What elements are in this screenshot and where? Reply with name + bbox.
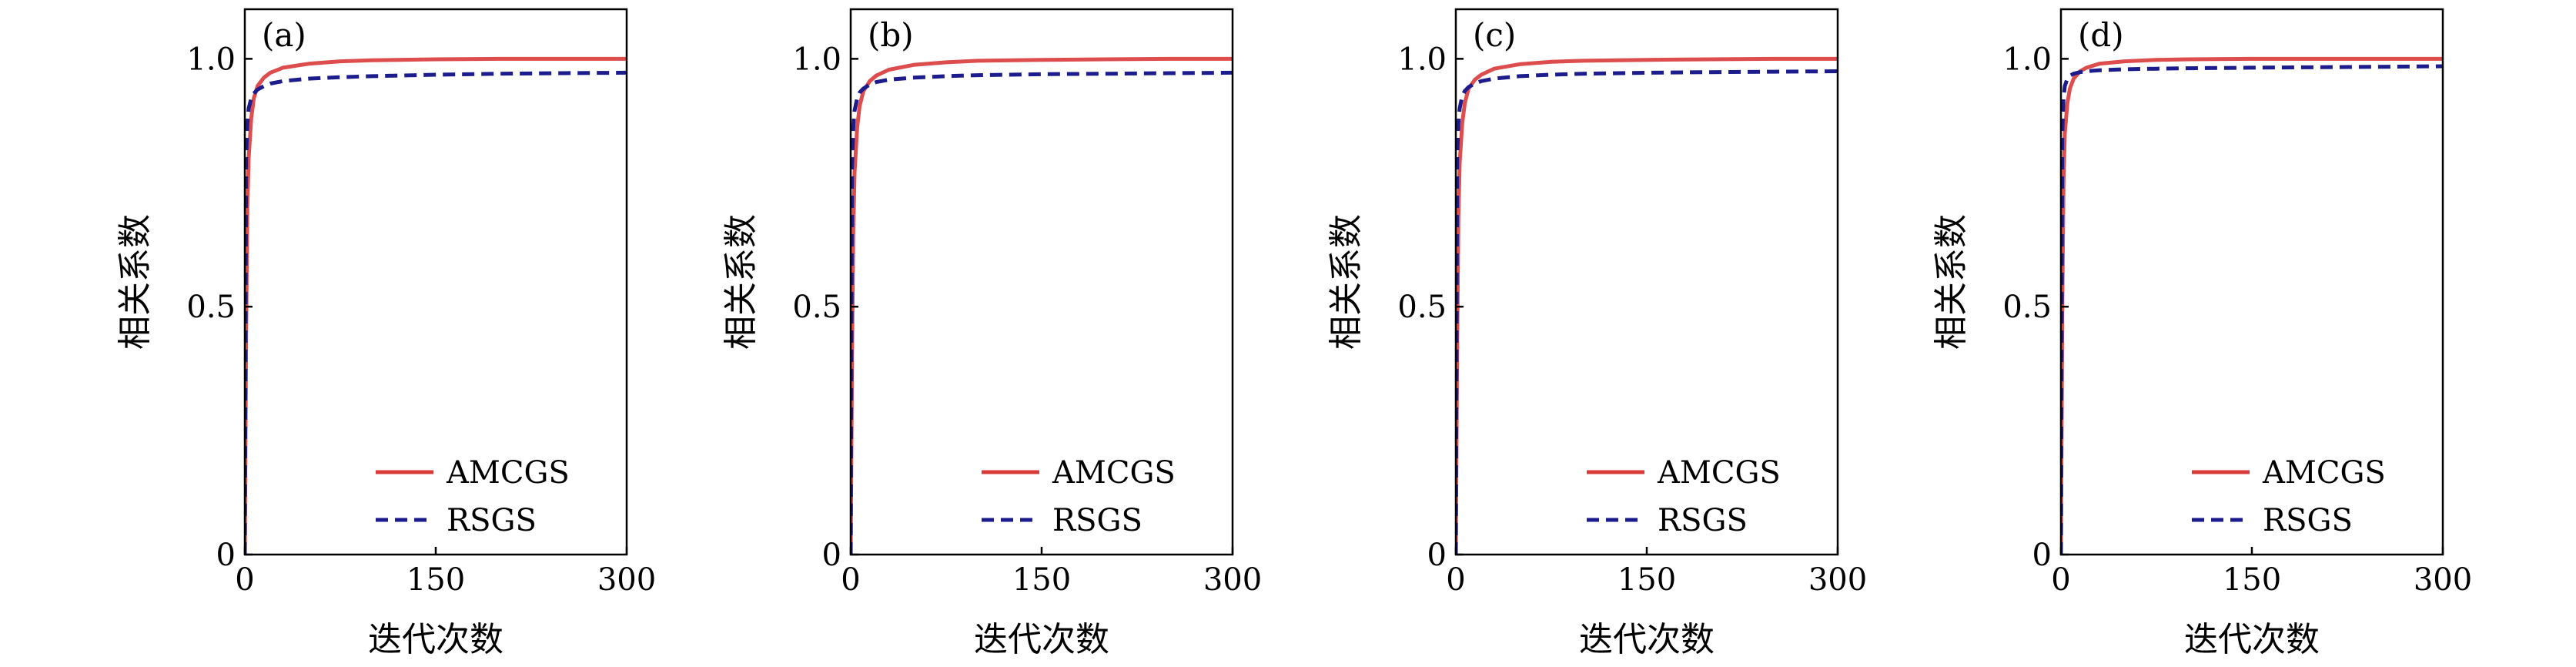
series-line-rsgs: [1456, 69, 1838, 555]
y-axis-label: 相关系数: [1326, 214, 1366, 350]
y-axis-label: 相关系数: [115, 214, 155, 350]
x-tick-label: 150: [406, 562, 465, 598]
series-line-rsgs: [851, 70, 1233, 555]
y-tick-label: 0: [2032, 538, 2052, 573]
panel-label: (a): [262, 16, 306, 54]
y-axis-label: 相关系数: [721, 214, 761, 350]
legend-label-rsgs: RSGS: [1658, 503, 1748, 538]
x-tick-label: 0: [1446, 562, 1465, 598]
x-tick-label: 0: [2051, 562, 2070, 598]
series-line-rsgs: [2061, 64, 2443, 555]
chart-panel-1: 0 150 300 0 0.5 1.0 迭代次数 相关系数 (a) AMCGS RSGS: [115, 8, 656, 659]
y-tick-label: 1.0: [792, 42, 841, 77]
panel-label: (c): [1473, 16, 1516, 54]
x-tick-label: 300: [2414, 562, 2472, 598]
series-line-rsgs: [245, 70, 627, 555]
panel-label: (b): [868, 16, 914, 54]
legend-label-amcgs: AMCGS: [446, 455, 570, 491]
y-tick-label: 0.5: [2002, 290, 2052, 325]
x-tick-label: 300: [1203, 562, 1262, 598]
legend-label-rsgs: RSGS: [1052, 503, 1142, 538]
legend-label-rsgs: RSGS: [447, 503, 537, 538]
legend-label-amcgs: AMCGS: [2262, 455, 2386, 491]
series-line-amcgs: [851, 56, 1233, 555]
legend-label-amcgs: AMCGS: [1052, 455, 1176, 491]
series-line-amcgs: [245, 56, 627, 555]
x-tick-label: 0: [235, 562, 254, 598]
x-axis-label: 迭代次数: [1579, 620, 1715, 659]
x-tick-label: 150: [2223, 562, 2281, 598]
chart-panel-2: 0 150 300 0 0.5 1.0 迭代次数 相关系数 (b) AMCGS RSGS: [721, 8, 1262, 659]
x-axis-label: 迭代次数: [974, 620, 1109, 659]
x-tick-label: 0: [841, 562, 860, 598]
x-tick-label: 300: [597, 562, 656, 598]
y-tick-label: 0.5: [1397, 290, 1447, 325]
panel-label: (d): [2078, 16, 2124, 54]
legend-label-rsgs: RSGS: [2263, 503, 2353, 538]
x-tick-label: 150: [1618, 562, 1676, 598]
chart-panel-3: 0 150 300 0 0.5 1.0 迭代次数 相关系数 (c) AMCGS RSGS: [1326, 8, 1867, 659]
y-tick-label: 0: [822, 538, 841, 573]
y-tick-label: 1.0: [186, 42, 236, 77]
x-axis-label: 迭代次数: [368, 620, 503, 659]
x-tick-label: 150: [1012, 562, 1071, 598]
x-axis-label: 迭代次数: [2184, 620, 2320, 659]
y-tick-label: 0: [1427, 538, 1447, 573]
series-line-amcgs: [2061, 56, 2443, 555]
y-axis-label: 相关系数: [1932, 214, 1971, 350]
y-tick-label: 1.0: [2002, 42, 2052, 77]
chart-panel-4: 0 150 300 0 0.5 1.0 迭代次数 相关系数 (d) AMCGS RSGS: [1932, 8, 2472, 659]
y-tick-label: 0.5: [186, 290, 236, 325]
y-tick-label: 1.0: [1397, 42, 1447, 77]
series-line-amcgs: [1456, 56, 1838, 555]
y-tick-label: 0.5: [792, 290, 841, 325]
x-tick-label: 300: [1808, 562, 1867, 598]
legend-label-amcgs: AMCGS: [1657, 455, 1781, 491]
y-tick-label: 0: [216, 538, 236, 573]
